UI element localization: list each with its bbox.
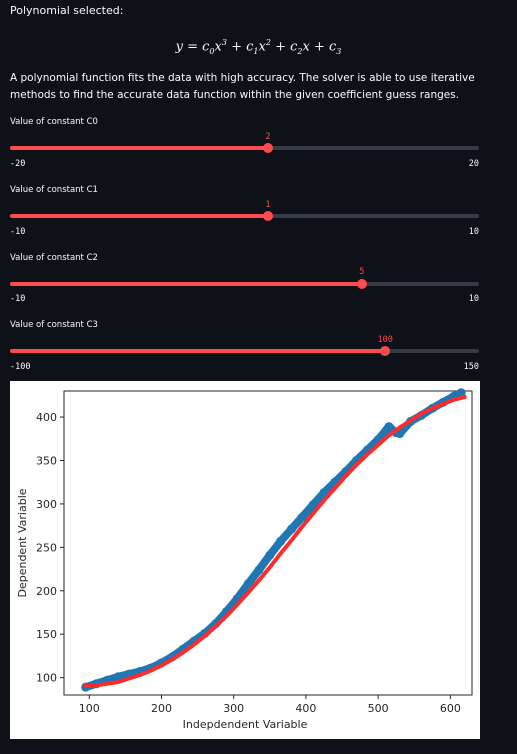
slider-c2-track[interactable] xyxy=(10,279,479,289)
x-tick-label: 100 xyxy=(79,702,100,715)
fit-plot: 100 150 200 250 300 350 400 100 200 300 400 500 600… xyxy=(10,381,480,739)
polynomial-formula: y = c0x3 + c1x2 + c2x + c3 xyxy=(0,38,517,56)
x-tick-label: 600 xyxy=(440,702,461,715)
y-tick-label: 400 xyxy=(36,411,57,424)
data-point xyxy=(276,536,286,546)
formula-pow3: 3 xyxy=(221,38,227,47)
data-point xyxy=(308,500,318,510)
y-tick-label: 300 xyxy=(36,498,57,511)
formula-y: y xyxy=(175,39,183,55)
formula-plus2: + xyxy=(270,39,291,55)
data-point xyxy=(254,565,264,575)
y-tick-label: 350 xyxy=(36,454,57,467)
formula-c3-sub: 3 xyxy=(336,46,342,56)
data-point xyxy=(384,422,394,432)
formula-c0: c xyxy=(202,39,210,55)
data-point xyxy=(265,550,275,560)
slider-c1-thumb[interactable] xyxy=(262,211,273,221)
slider-c3-thumb[interactable] xyxy=(380,346,391,356)
slider-c0-max: 20 xyxy=(468,159,479,169)
data-point xyxy=(297,512,307,522)
y-tick-label: 100 xyxy=(36,672,57,685)
formula-c2: c xyxy=(290,39,298,55)
y-axis-label: Dependent Variable xyxy=(16,488,29,597)
slider-c1-min: -10 xyxy=(10,227,26,237)
slider-c3-label: Value of constant C3 xyxy=(10,320,98,330)
slider-c3-fill xyxy=(10,349,386,353)
formula-x3: x xyxy=(214,39,222,55)
formula-x1: x xyxy=(302,39,310,55)
formula-c0-sub: 0 xyxy=(209,46,215,56)
fit-plot-svg: 100 150 200 250 300 350 400 100 200 300 400 500 600… xyxy=(16,388,473,731)
formula-plus3: + xyxy=(309,39,329,55)
data-point xyxy=(113,672,123,682)
x-tick-label: 400 xyxy=(295,702,316,715)
fit-line xyxy=(83,395,467,688)
formula-c1-sub: 1 xyxy=(253,46,259,56)
x-tick-label: 200 xyxy=(151,702,172,715)
formula-c2-sub: 2 xyxy=(297,46,303,56)
formula-c1: c xyxy=(246,39,254,55)
slider-c0-fill xyxy=(10,146,268,150)
data-point xyxy=(243,579,253,589)
formula-pow2: 2 xyxy=(265,38,271,47)
slider-c3-max: 150 xyxy=(463,362,479,372)
slider-c2-min: -10 xyxy=(10,294,26,304)
data-point xyxy=(286,524,296,534)
slider-c1-max: 10 xyxy=(468,227,479,237)
slider-c2-thumb[interactable] xyxy=(356,279,367,289)
slider-c2-fill xyxy=(10,282,362,286)
data-point xyxy=(319,488,329,498)
fit-description: A polynomial function fits the data with… xyxy=(10,72,475,101)
plot-frame xyxy=(63,390,473,696)
data-point xyxy=(456,388,466,398)
formula-x2: x xyxy=(258,39,266,55)
formula-plus1: + xyxy=(226,39,247,55)
slider-c3-value: 100 xyxy=(377,335,393,345)
slider-c0-value: 2 xyxy=(265,132,271,142)
slider-c2-label: Value of constant C2 xyxy=(10,253,98,263)
slider-c3-track[interactable] xyxy=(10,346,479,356)
slider-c1-track[interactable] xyxy=(10,211,479,221)
y-tick-label: 200 xyxy=(36,585,57,598)
slider-c2-value: 5 xyxy=(359,267,365,277)
slider-c1-fill xyxy=(10,214,268,218)
slider-c3-min: -100 xyxy=(10,362,31,372)
slider-c0-min: -20 xyxy=(10,159,26,169)
y-tick-label: 150 xyxy=(36,628,57,641)
formula-eq: = xyxy=(182,39,203,55)
x-axis-label: Indepdendent Variable xyxy=(183,718,308,731)
polynomial-selected-label: Polynomial selected: xyxy=(10,4,124,17)
slider-c0-track[interactable] xyxy=(10,143,479,153)
slider-c1-label: Value of constant C1 xyxy=(10,185,98,195)
slider-c0-thumb[interactable] xyxy=(262,143,273,153)
slider-c2-max: 10 xyxy=(468,294,479,304)
slider-c0-label: Value of constant C0 xyxy=(10,117,98,127)
y-tick-label: 250 xyxy=(36,541,57,554)
x-tick-label: 500 xyxy=(368,702,389,715)
x-tick-label: 300 xyxy=(223,702,244,715)
formula-c3: c xyxy=(329,39,337,55)
slider-c1-value: 1 xyxy=(265,200,271,210)
